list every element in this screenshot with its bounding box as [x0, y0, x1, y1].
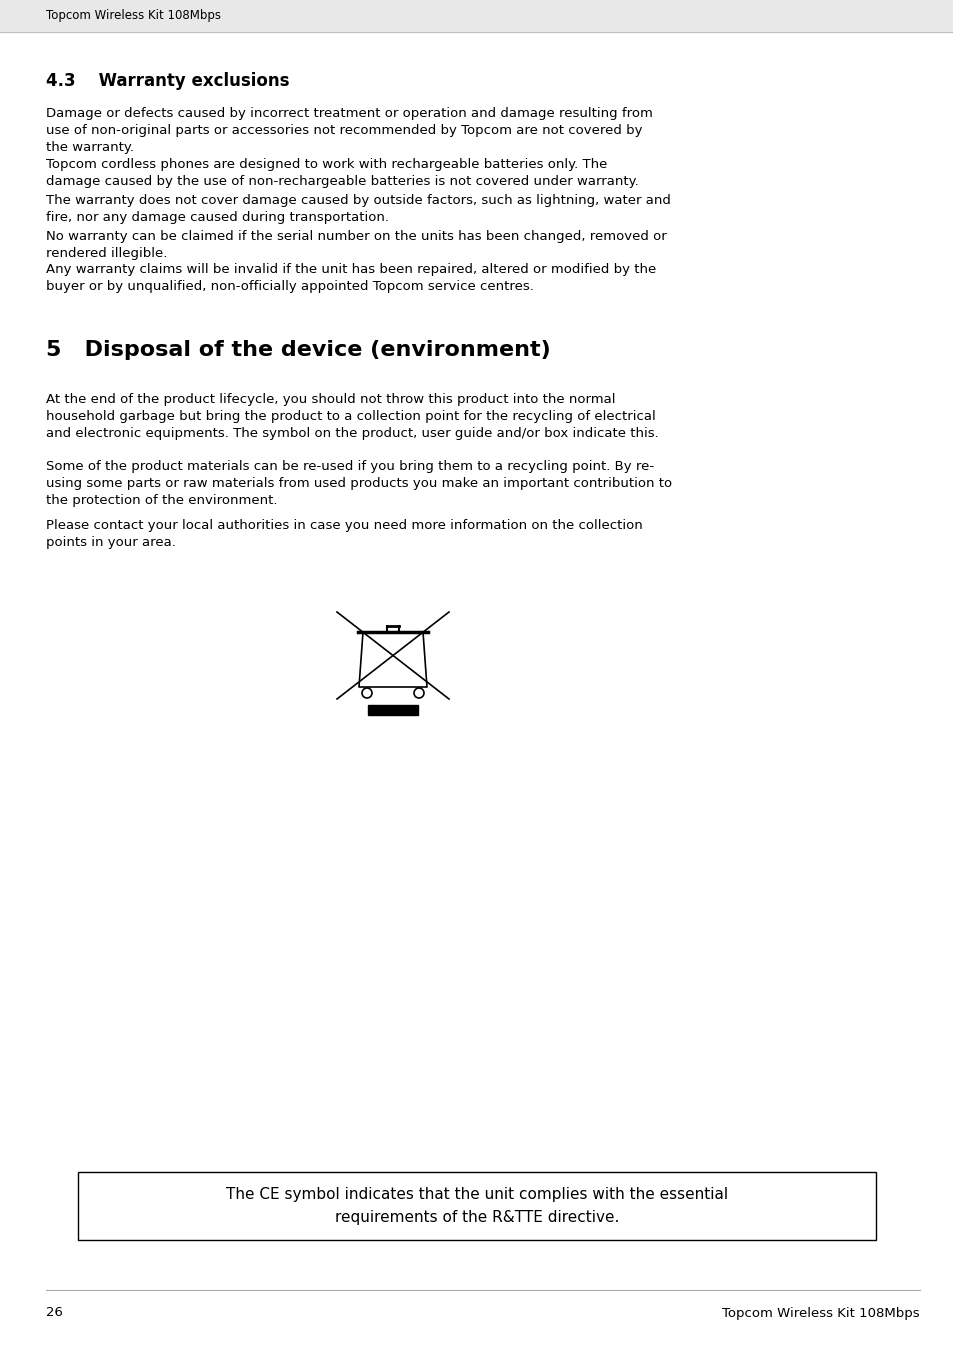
Text: Topcom cordless phones are designed to work with rechargeable batteries only. Th: Topcom cordless phones are designed to w… — [46, 158, 639, 188]
Text: 5   Disposal of the device (environment): 5 Disposal of the device (environment) — [46, 340, 550, 359]
Text: Topcom Wireless Kit 108Mbps: Topcom Wireless Kit 108Mbps — [721, 1306, 919, 1320]
Text: 26: 26 — [46, 1306, 63, 1320]
Text: Damage or defects caused by incorrect treatment or operation and damage resultin: Damage or defects caused by incorrect tr… — [46, 107, 652, 154]
Bar — [0, 0, 953, 32]
Text: Some of the product materials can be re-used if you bring them to a recycling po: Some of the product materials can be re-… — [46, 459, 672, 507]
Bar — [78, 1173, 875, 1240]
Text: At the end of the product lifecycle, you should not throw this product into the : At the end of the product lifecycle, you… — [46, 393, 659, 440]
Text: Please contact your local authorities in case you need more information on the c: Please contact your local authorities in… — [46, 519, 642, 549]
Text: The warranty does not cover damage caused by outside factors, such as lightning,: The warranty does not cover damage cause… — [46, 195, 670, 224]
Text: Any warranty claims will be invalid if the unit has been repaired, altered or mo: Any warranty claims will be invalid if t… — [46, 263, 656, 293]
Text: 4.3    Warranty exclusions: 4.3 Warranty exclusions — [46, 72, 289, 91]
Text: Topcom Wireless Kit 108Mbps: Topcom Wireless Kit 108Mbps — [46, 9, 221, 23]
Text: The CE symbol indicates that the unit complies with the essential
requirements o: The CE symbol indicates that the unit co… — [226, 1188, 727, 1224]
Bar — [368, 705, 417, 715]
Text: No warranty can be claimed if the serial number on the units has been changed, r: No warranty can be claimed if the serial… — [46, 230, 666, 259]
